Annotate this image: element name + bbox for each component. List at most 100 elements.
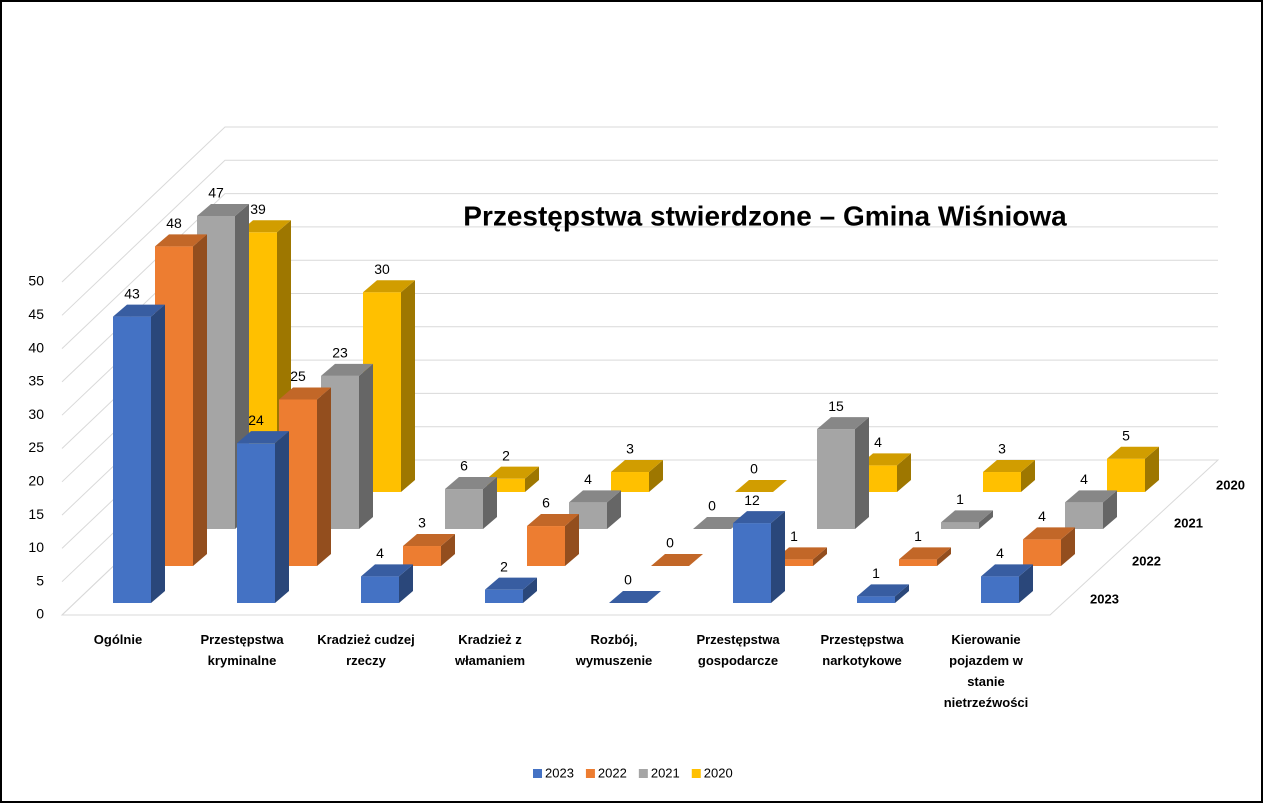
bar-top xyxy=(445,477,497,490)
bar-front xyxy=(899,559,937,566)
bar-side xyxy=(193,234,207,566)
bar-side xyxy=(895,584,909,603)
bar-front xyxy=(611,472,649,492)
bar-front xyxy=(817,429,855,529)
x-tick-label: Przestępstwa kryminalne xyxy=(200,632,284,668)
bar-top xyxy=(569,490,621,503)
data-label: 39 xyxy=(250,201,266,217)
y-tick-label: 0 xyxy=(36,606,44,622)
y-tick-label: 40 xyxy=(28,339,44,355)
y-tick-label: 50 xyxy=(28,273,44,289)
y-tick-label: 45 xyxy=(28,306,44,322)
bar-side xyxy=(979,510,993,529)
bar-front xyxy=(857,596,895,603)
data-label: 15 xyxy=(828,398,844,414)
bar-top xyxy=(527,514,579,527)
y-tick-label: 30 xyxy=(28,406,44,422)
data-label: 0 xyxy=(666,535,674,551)
bar-front xyxy=(485,589,523,603)
bar-front xyxy=(1107,458,1145,492)
legend-swatch xyxy=(691,769,701,778)
bar-front xyxy=(1065,502,1103,529)
bar-side xyxy=(1019,564,1033,603)
data-label: 4 xyxy=(996,545,1004,561)
bar-top xyxy=(611,460,663,473)
bar-top xyxy=(693,517,745,529)
bar-top xyxy=(1107,446,1159,459)
bar-side xyxy=(441,534,455,566)
data-label: 3 xyxy=(998,441,1006,457)
bar-top xyxy=(197,203,249,216)
x-tick-label: Kradzież cudzej rzeczy xyxy=(317,632,415,668)
x-tick-label: Przestępstwa narkotykowe xyxy=(820,632,904,668)
bar-top xyxy=(899,547,951,560)
x-tick-label: Rozbój, wymuszenie xyxy=(575,632,653,668)
data-label: 1 xyxy=(790,528,798,544)
bar-side xyxy=(813,547,827,566)
bar-top xyxy=(487,466,539,479)
bar-top xyxy=(279,387,331,400)
legend-label: 2021 xyxy=(651,765,680,780)
bar-front xyxy=(113,316,151,603)
data-label: 4 xyxy=(874,434,882,450)
data-label: 2 xyxy=(500,558,508,574)
bar-front xyxy=(733,523,771,603)
bar-side xyxy=(937,547,951,566)
bar-front xyxy=(403,546,441,566)
bar-top xyxy=(403,534,455,547)
bar-side xyxy=(1061,527,1075,566)
legend-label: 2022 xyxy=(598,765,627,780)
bar-side xyxy=(151,304,165,603)
data-label: 6 xyxy=(460,458,468,474)
legend-swatch xyxy=(638,769,648,778)
data-label: 30 xyxy=(374,261,390,277)
bar-top xyxy=(735,480,787,492)
bar-side xyxy=(399,564,413,603)
x-tick-label: Przestępstwa gospodarcze xyxy=(696,632,780,668)
data-label: 0 xyxy=(624,572,632,588)
x-tick-label: Ogólnie xyxy=(94,632,142,647)
bar-front xyxy=(775,559,813,566)
y-tick-label: 20 xyxy=(28,473,44,489)
chart-title: Przestępstwa stwierdzone – Gmina Wiśniow… xyxy=(463,200,1067,231)
y-tick-label: 15 xyxy=(28,506,44,522)
data-label: 4 xyxy=(1038,508,1046,524)
bar-top xyxy=(857,584,909,597)
legend-label: 2023 xyxy=(545,765,574,780)
bar-side xyxy=(607,490,621,529)
bar-top xyxy=(817,417,869,430)
legend-swatch xyxy=(585,769,595,778)
data-label: 23 xyxy=(332,345,348,361)
depth-label: 2023 xyxy=(1090,591,1119,606)
bar-front xyxy=(941,522,979,529)
bar-front xyxy=(1023,539,1061,566)
bar-side xyxy=(523,577,537,603)
grid-line xyxy=(61,126,1218,283)
y-tick-label: 10 xyxy=(28,539,44,555)
bar-top xyxy=(237,431,289,444)
bar-side xyxy=(401,280,415,492)
bar-side xyxy=(275,431,289,603)
grid-line xyxy=(61,193,1218,349)
bar-front xyxy=(361,576,399,603)
x-tick-label: Kierowanie pojazdem w stanie nietrzeźwości xyxy=(944,632,1029,710)
data-label: 6 xyxy=(542,495,550,511)
bar-side xyxy=(649,460,663,492)
data-label: 43 xyxy=(124,285,140,301)
depth-label: 2022 xyxy=(1132,553,1161,568)
data-label: 25 xyxy=(290,368,306,384)
data-label: 48 xyxy=(166,215,182,231)
bar-side xyxy=(1145,446,1159,492)
bar-top xyxy=(361,564,413,577)
bar-top xyxy=(609,591,661,603)
bar-side xyxy=(483,477,497,529)
bar-top xyxy=(859,453,911,466)
data-label: 3 xyxy=(626,441,634,457)
x-tick-label: Kradzież z włamaniem xyxy=(454,632,525,668)
data-label: 4 xyxy=(1080,471,1088,487)
bar-side xyxy=(1021,460,1035,492)
data-label: 1 xyxy=(914,528,922,544)
bar-top xyxy=(485,577,537,590)
bar-top xyxy=(1023,527,1075,540)
